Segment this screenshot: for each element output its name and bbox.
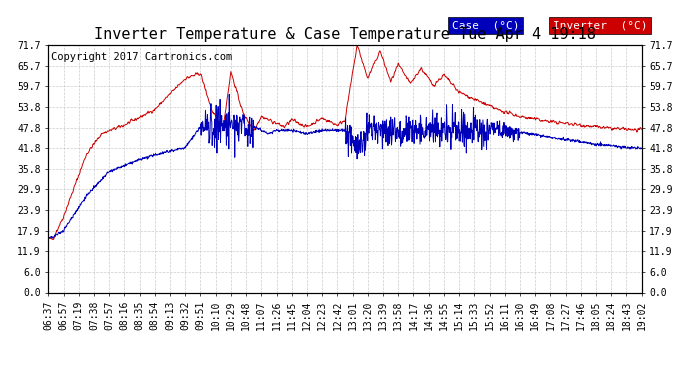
Text: Inverter  (°C): Inverter (°C)	[553, 20, 647, 30]
Text: Case  (°C): Case (°C)	[452, 20, 520, 30]
Title: Inverter Temperature & Case Temperature Tue Apr 4 19:18: Inverter Temperature & Case Temperature …	[94, 27, 596, 42]
Text: Copyright 2017 Cartronics.com: Copyright 2017 Cartronics.com	[51, 53, 233, 62]
